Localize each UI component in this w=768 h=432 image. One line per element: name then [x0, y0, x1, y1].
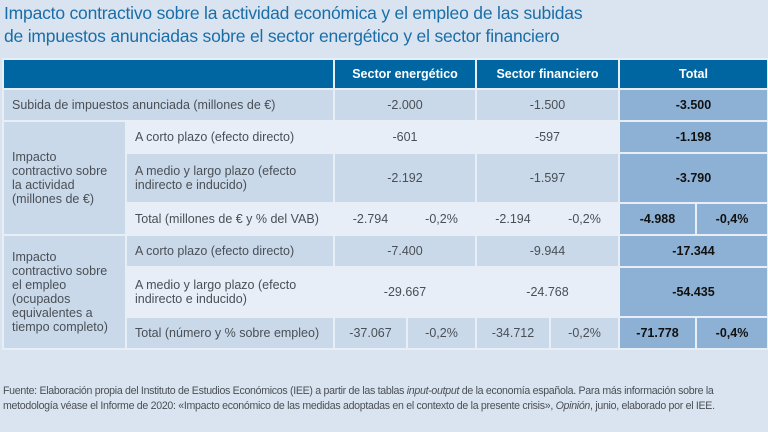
title-line-1: Impacto contractivo sobre la actividad e… — [4, 3, 583, 23]
footnote-text-2: de la economía española. Para más inform… — [3, 385, 714, 412]
cell-energetico-pct: -0,2% — [406, 316, 477, 350]
row-label: A corto plazo (efecto directo) — [125, 120, 335, 154]
footnote-text-1: Fuente: Elaboración propia del Instituto… — [3, 385, 407, 397]
header-sector-financiero: Sector financiero — [475, 58, 620, 90]
cell-financiero-pct: -0,2% — [549, 202, 620, 236]
cell-total: -71.778 — [618, 316, 697, 350]
title-line-2: de impuestos anunciadas sobre el sector … — [4, 26, 560, 46]
row-label: A corto plazo (efecto directo) — [125, 234, 335, 268]
table-row-announced: Subida de impuestos anunciada (millones … — [2, 88, 768, 122]
header-total: Total — [618, 58, 768, 90]
header-sector-energetico: Sector energético — [333, 58, 477, 90]
cell-financiero: -597 — [475, 120, 620, 154]
table-row-employment-total: Total (número y % sobre empleo) -37.067 … — [3, 316, 768, 350]
table-row-activity-medium: A medio y largo plazo (efecto indirecto … — [3, 152, 768, 204]
cell-financiero: -1.500 — [475, 88, 620, 122]
group-label-activity: Impacto contractivo sobre la actividad (… — [2, 120, 127, 236]
header-row: Sector energético Sector financiero Tota… — [2, 58, 768, 90]
impact-table: Sector energético Sector financiero Tota… — [2, 58, 768, 350]
cell-energetico-pct: -0,2% — [406, 202, 477, 236]
table-row-activity-short: Impacto contractivo sobre la actividad (… — [2, 120, 768, 236]
row-label: A medio y largo plazo (efecto indirecto … — [125, 152, 335, 204]
cell-total: -3.500 — [618, 88, 768, 122]
row-label: Subida de impuestos anunciada (millones … — [2, 88, 335, 122]
cell-total: -54.435 — [618, 266, 768, 318]
cell-financiero-pct: -0,2% — [549, 316, 620, 350]
table-row-employment-medium: A medio y largo plazo (efecto indirecto … — [3, 266, 768, 318]
cell-total: -1.198 — [618, 120, 768, 154]
row-label: Total (número y % sobre empleo) — [125, 316, 335, 350]
source-footnote: Fuente: Elaboración propia del Instituto… — [3, 384, 767, 413]
cell-total-pct: -0,4% — [695, 202, 768, 236]
cell-total-pct: -0,4% — [695, 316, 768, 350]
cell-financiero: -2.194 — [475, 202, 551, 236]
cell-energetico: -29.667 — [333, 266, 477, 318]
cell-financiero: -1.597 — [475, 152, 620, 204]
cell-energetico: -2.192 — [333, 152, 477, 204]
cell-financiero: -34.712 — [475, 316, 551, 350]
cell-financiero: -24.768 — [475, 266, 620, 318]
cell-total: -4.988 — [618, 202, 697, 236]
table-row-activity-total: Total (millones de € y % del VAB) -2.794… — [3, 202, 768, 236]
table-row-employment-short: Impacto contractivo sobre el empleo (ocu… — [2, 234, 768, 350]
group-label-employment: Impacto contractivo sobre el empleo (ocu… — [2, 234, 127, 350]
cell-energetico: -601 — [333, 120, 477, 154]
cell-energetico: -37.067 — [333, 316, 408, 350]
footnote-italic-1: input-output — [406, 385, 460, 397]
cell-total: -17.344 — [618, 234, 768, 268]
cell-energetico: -2.000 — [333, 88, 477, 122]
table-title: Impacto contractivo sobre la actividad e… — [4, 2, 764, 48]
footnote-text-3: , junio, elaborado por el IEE. — [590, 399, 715, 412]
footnote-italic-2: Opinión — [555, 399, 591, 412]
header-empty — [2, 58, 335, 90]
cell-financiero: -9.944 — [475, 234, 620, 268]
row-label: Total (millones de € y % del VAB) — [125, 202, 335, 236]
cell-energetico: -2.794 — [333, 202, 408, 236]
cell-total: -3.790 — [618, 152, 768, 204]
row-label: A medio y largo plazo (efecto indirecto … — [125, 266, 335, 318]
cell-energetico: -7.400 — [333, 234, 477, 268]
